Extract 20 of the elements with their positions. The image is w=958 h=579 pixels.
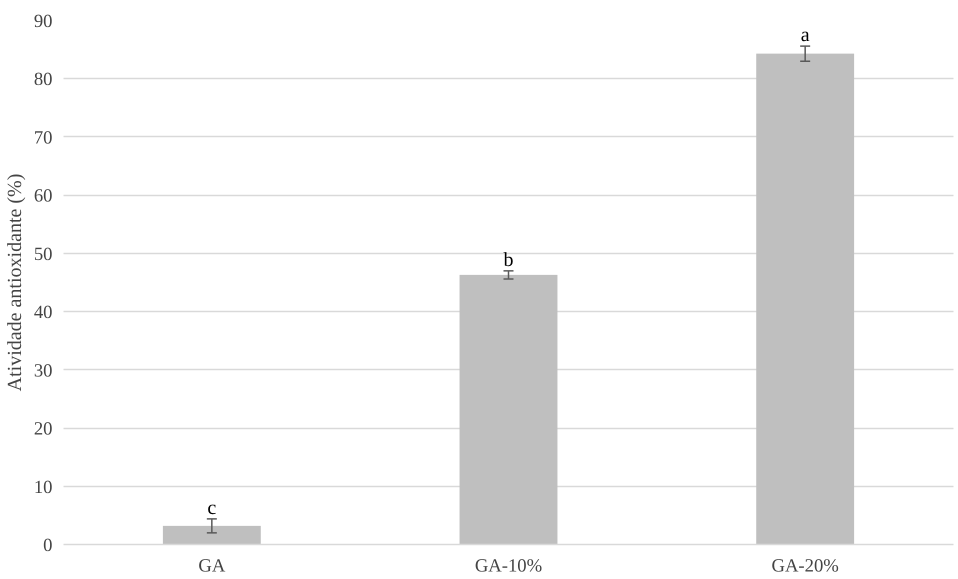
y-tick-label: 10: [34, 476, 52, 498]
x-tick-label: GA-20%: [771, 556, 839, 576]
y-tick-label: 20: [34, 418, 52, 440]
y-tick-label: 40: [34, 302, 52, 324]
annotation: a: [800, 24, 810, 46]
y-tick-label: 0: [43, 535, 52, 556]
y-tick-label: 90: [34, 11, 52, 32]
y-axis-title: Atividade antioxidante (%): [4, 174, 26, 392]
x-tick-label: GA-10%: [474, 556, 542, 576]
annotation: c: [207, 496, 216, 519]
y-tick-label: 70: [34, 127, 52, 148]
y-tick-label: 60: [34, 186, 52, 207]
bar: [460, 274, 558, 544]
y-tick-label: 80: [34, 69, 52, 90]
y-tick-label: 30: [34, 360, 52, 382]
x-tick-label: GA: [198, 556, 226, 576]
bar: [756, 54, 854, 544]
annotation: b: [504, 248, 514, 271]
y-tick-label: 50: [34, 244, 52, 265]
bar: [162, 526, 261, 544]
